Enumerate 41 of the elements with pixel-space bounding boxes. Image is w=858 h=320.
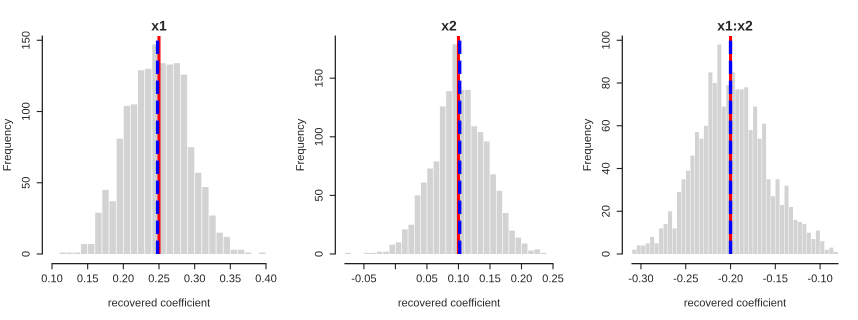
y-tick-label: 80 [602,77,610,89]
x-axis-title: recovered coefficient [108,298,210,307]
x-tick-label: 0.15 [480,274,500,282]
x-tick-label: -0.05 [352,274,376,282]
x-tick-label: 0.25 [542,274,564,282]
y-tick-label: 0 [22,251,30,257]
x-axis-title: recovered coefficient [398,298,500,307]
y-tick-label: 100 [314,128,323,146]
y-tick-label: 0 [602,251,610,257]
y-axis-title: Frequency [296,118,306,170]
x-tick-label: 0.10 [448,274,469,282]
x-tick-label: -0.15 [763,274,788,282]
y-tick-label: 50 [314,190,323,202]
y-tick-label: 60 [602,120,610,132]
y-axis-title: Frequency [3,118,14,170]
y-axis-title: Frequency [583,118,594,170]
x-tick-label: 0.25 [148,274,170,282]
x-tick-label: -0.30 [628,274,654,282]
chart-title: x2 [441,20,456,30]
chart-title: x1 [151,20,166,30]
x-tick-label: 0.05 [416,274,438,282]
x-tick-label: -0.20 [718,274,743,282]
chart-title: x1:x2 [717,20,752,30]
x-tick-label: 0.15 [77,274,98,282]
x-tick-label: 0.20 [112,274,134,282]
x-tick-label: 0.10 [42,274,62,282]
x-tick-label: 0.35 [220,274,241,282]
y-tick-label: 40 [602,162,610,174]
x-tick-label: -0.10 [808,274,832,282]
x-tick-label: -0.25 [674,274,698,282]
x-tick-label: 0.20 [511,274,532,282]
x-tick-label: 0.30 [184,274,206,282]
y-tick-label: 150 [22,31,30,49]
y-tick-label: 20 [602,206,610,217]
y-tick-label: 50 [22,177,30,188]
y-tick-label: 150 [314,69,323,87]
y-tick-label: 100 [22,102,30,120]
y-tick-label: 100 [602,31,610,49]
y-tick-label: 0 [314,251,323,257]
x-axis-title: recovered coefficient [684,298,786,307]
x-tick-label: 0.40 [256,274,276,282]
